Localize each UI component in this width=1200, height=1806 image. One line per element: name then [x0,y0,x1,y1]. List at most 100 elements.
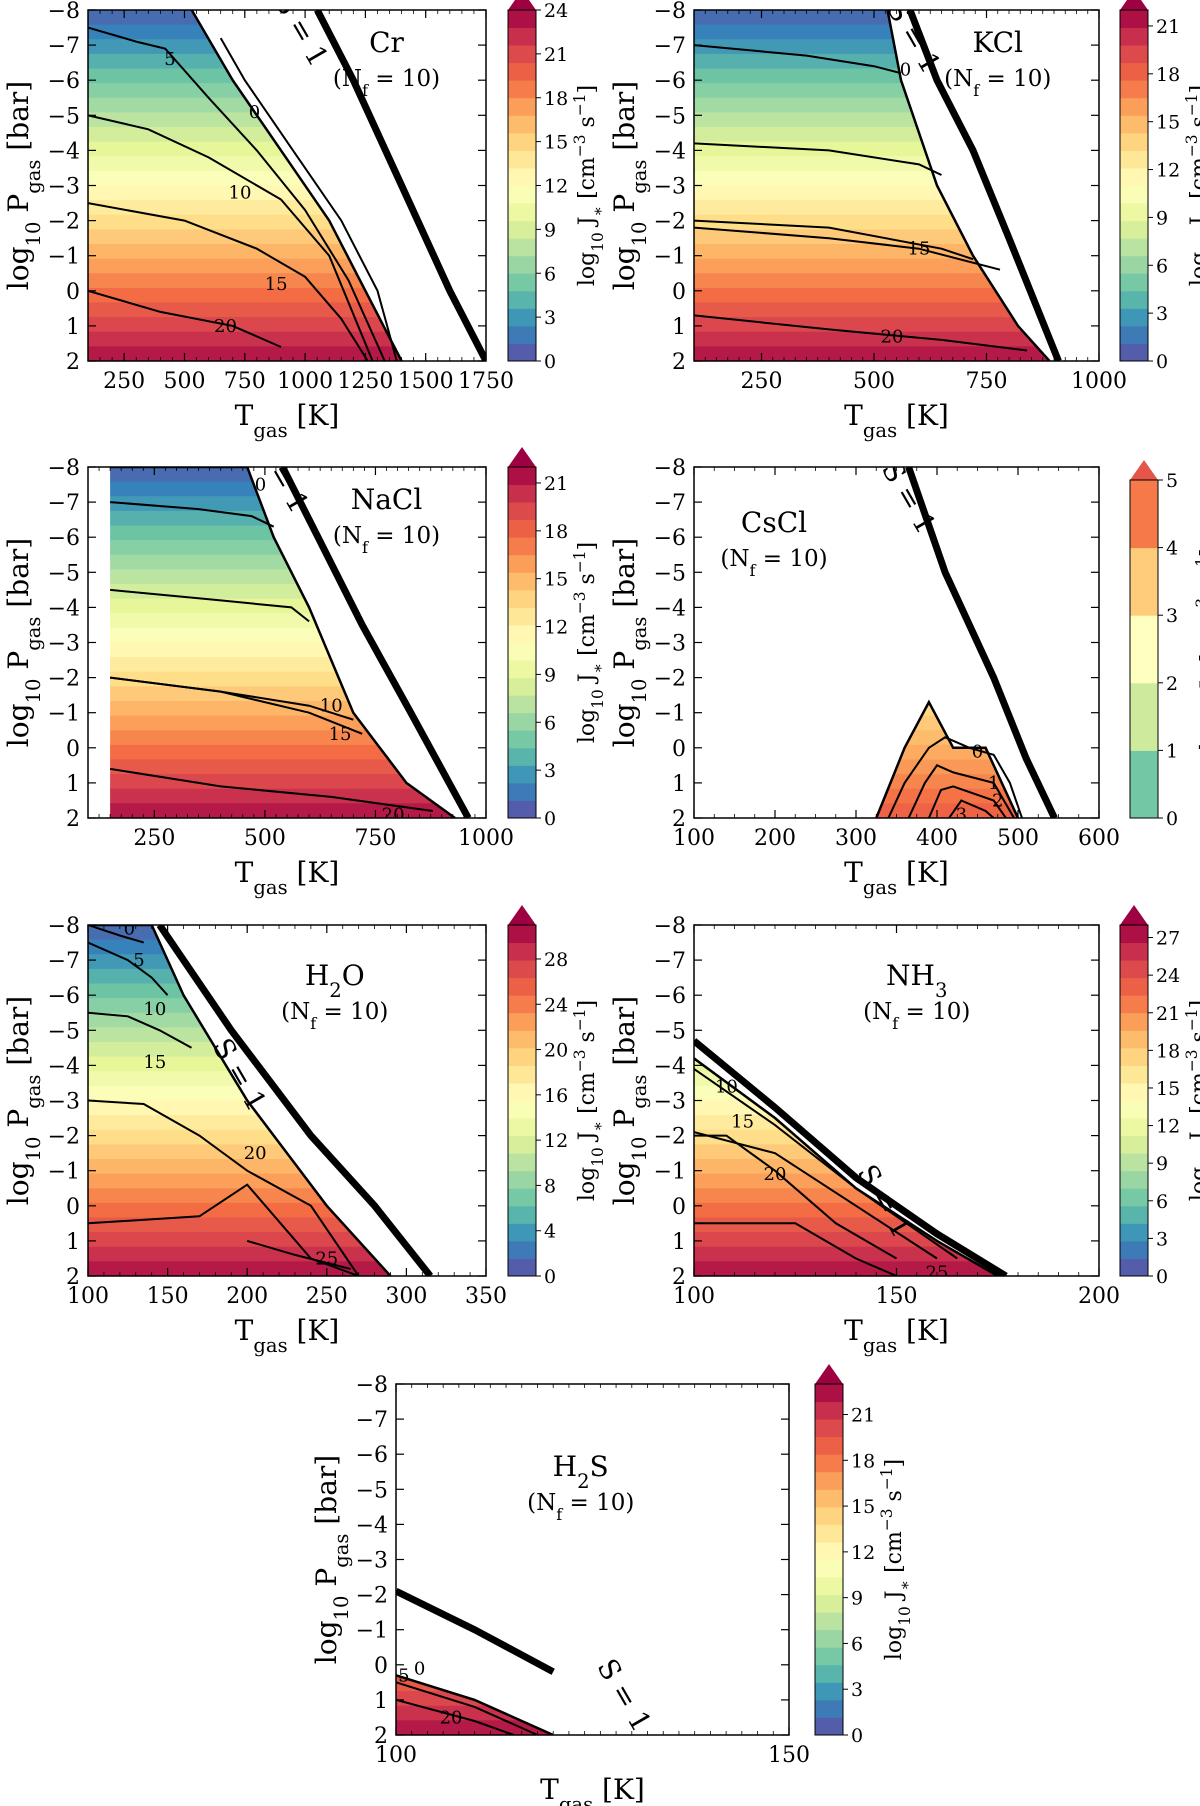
y-tick-label: 1 [672,315,686,340]
contour-label: 15 [731,1112,754,1133]
colorbar-tick-label: 24 [544,994,568,1016]
y-tick-label: −6 [48,69,80,94]
colorbar-tick-label: 15 [544,569,568,591]
colorbar-tick-label: 6 [544,712,556,734]
y-tick-label: −6 [48,984,80,1009]
x-axis-label: Tgas [K] [540,1773,645,1806]
colorbar: 0 3 6 9 12 15 18 21 24 log10 J∗ [cm−3 s−1] [507,0,607,373]
colorbar-tick-label: 3 [1156,303,1168,325]
colorbar-tick-label: 15 [851,1496,875,1518]
y-tick-label: 1 [66,315,80,340]
colorbar-tick-label: 5 [1166,470,1178,492]
contour-label: 5 [133,950,144,971]
contour-label: 10 [715,1076,738,1097]
panel-title: KCl [972,26,1023,59]
y-tick-label: −8 [654,914,686,939]
contour-line-20 [694,1134,898,1260]
s1-curve [694,1038,1008,1276]
contour-label: 20 [764,1164,787,1185]
y-tick-label: 1 [672,772,686,797]
y-tick-label: −4 [654,596,686,621]
contour-line-15 [88,1099,360,1276]
colorbar-tick-label: 9 [1156,1153,1168,1175]
y-tick-label: −8 [48,914,80,939]
contour-line-10 [694,219,974,261]
panel-title: CsCl [741,506,807,539]
x-tick-label: 500 [853,369,895,394]
contour-label: 2 [992,790,1003,811]
y-tick-label: −3 [654,632,686,657]
contour-label: 20 [440,1707,463,1728]
colorbar-tick-label: 0 [851,1725,863,1747]
colorbar-tick-label: 9 [544,664,556,686]
contour-line-20 [88,1183,359,1276]
y-tick-label: −8 [48,0,80,24]
colorbar-tick-label: 12 [1156,1116,1180,1138]
contour-line-15 [88,202,369,361]
x-tick-label: 300 [835,826,877,851]
colorbar: 0 3 6 9 12 15 18 21 log10 J∗ [cm−3 s−1] [1119,0,1200,373]
contour-line-5 [396,1681,538,1735]
y-tick-label: −1 [654,245,686,270]
x-tick-label: 200 [226,1284,268,1309]
y-tick-label: 0 [66,737,80,762]
contour-line-10 [88,114,374,361]
y-tick-label: −3 [48,175,80,200]
y-tick-label: 2 [66,350,80,375]
colorbar-tick-label: 21 [544,44,568,66]
colorbar-tick-label: 12 [544,617,568,639]
x-tick-label: 500 [244,826,286,851]
colorbar-tick-label: 12 [544,1130,568,1152]
nf-annotation: (Nf = 10) [333,523,440,557]
contour-label: 25 [315,1248,338,1269]
y-tick-label: −5 [356,1478,388,1503]
x-tick-label: 300 [385,1284,427,1309]
colorbar-tick-label: 20 [544,1040,568,1062]
contour-line-20 [109,767,434,812]
y-tick-label: −4 [654,1054,686,1079]
y-tick-label: −6 [654,984,686,1009]
colorbar-tick-label: 21 [851,1405,875,1427]
contour-label: 20 [382,804,405,825]
colorbar-tick-label: 3 [1166,605,1178,627]
x-tick-label: 100 [375,1743,417,1768]
y-tick-label: 1 [374,1689,388,1714]
y-tick-label: 2 [672,1265,686,1290]
contour-line-0 [88,925,144,944]
y-tick-label: −4 [356,1513,388,1538]
colorbar-tick-label: 12 [544,176,568,198]
contour-label: 20 [244,1143,267,1164]
colorbar-tick-label: 0 [544,1266,556,1288]
colorbar: 0 1 2 3 4 5 log10 J∗ [cm−3 s−1] [1129,460,1200,830]
supersaturation-boundary [396,1674,554,1735]
contour-line-5 [110,588,310,623]
contour-label: 0 [255,475,266,496]
colorbar-tick-label: 18 [1156,64,1180,86]
colorbar-tick-label: 24 [544,0,568,22]
x-tick-label: 500 [997,826,1039,851]
supersaturation-boundary [190,10,403,361]
nf-annotation: (Nf = 10) [944,66,1051,100]
colorbar-tick-label: 8 [544,1175,556,1197]
colorbar-tick-label: 2 [1166,673,1178,695]
y-tick-label: 1 [672,1230,686,1255]
x-tick-label: 250 [741,369,783,394]
x-axis-label: Tgas [K] [235,399,340,442]
colorbar-tick-label: 21 [1156,1003,1180,1025]
colorbar-tick-label: 15 [1156,1078,1180,1100]
contour-line-5 [88,26,386,361]
y-tick-label: −8 [654,456,686,481]
colorbar-tick-label: 6 [544,263,556,285]
supersaturation-boundary [694,1057,999,1276]
x-axis-label: Tgas [K] [844,856,949,899]
colorbar-tick-label: 4 [1166,538,1178,560]
nf-annotation: (Nf = 10) [281,999,388,1033]
y-tick-label: −6 [654,69,686,94]
colorbar-tick-label: 0 [1156,351,1168,373]
contour-line-5 [694,142,942,176]
